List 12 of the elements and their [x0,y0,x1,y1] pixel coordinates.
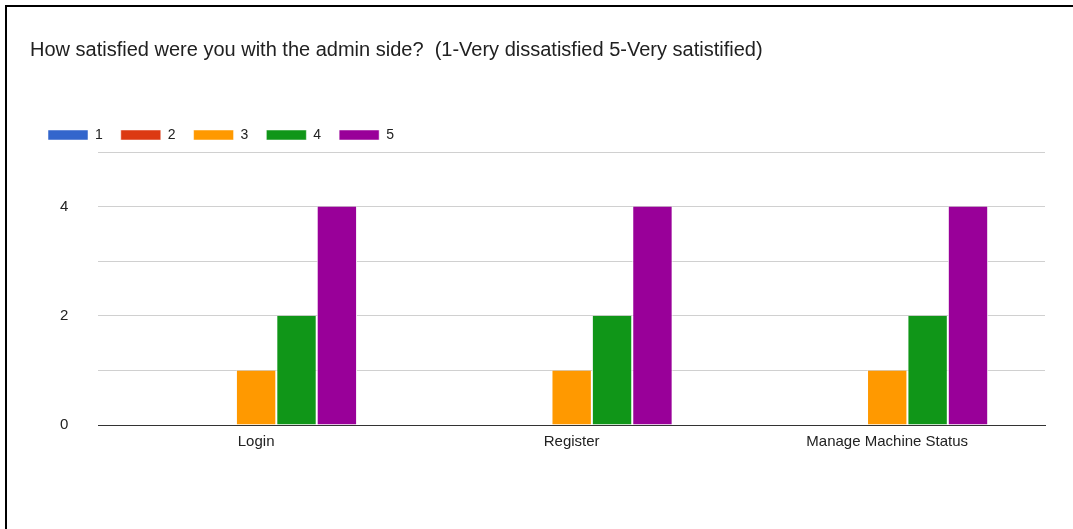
x-tick-label: Login [237,432,275,450]
x-tick-label: Manage Machine Status [806,432,969,450]
legend-label: 1 [95,125,103,142]
chart-title: How satisfied were you with the admin side? (1-Very dissatisfied 5-Very satistified) [30,37,763,60]
y-tick-label: 2 [60,305,69,323]
y-tick-label: 4 [60,196,69,214]
legend-label: 3 [240,125,249,142]
legend-label: 2 [167,125,176,142]
x-tick-label: Register [543,432,600,450]
legend-label: 4 [313,125,322,142]
y-tick-label: 0 [60,415,69,433]
legend-label: 5 [386,125,395,142]
